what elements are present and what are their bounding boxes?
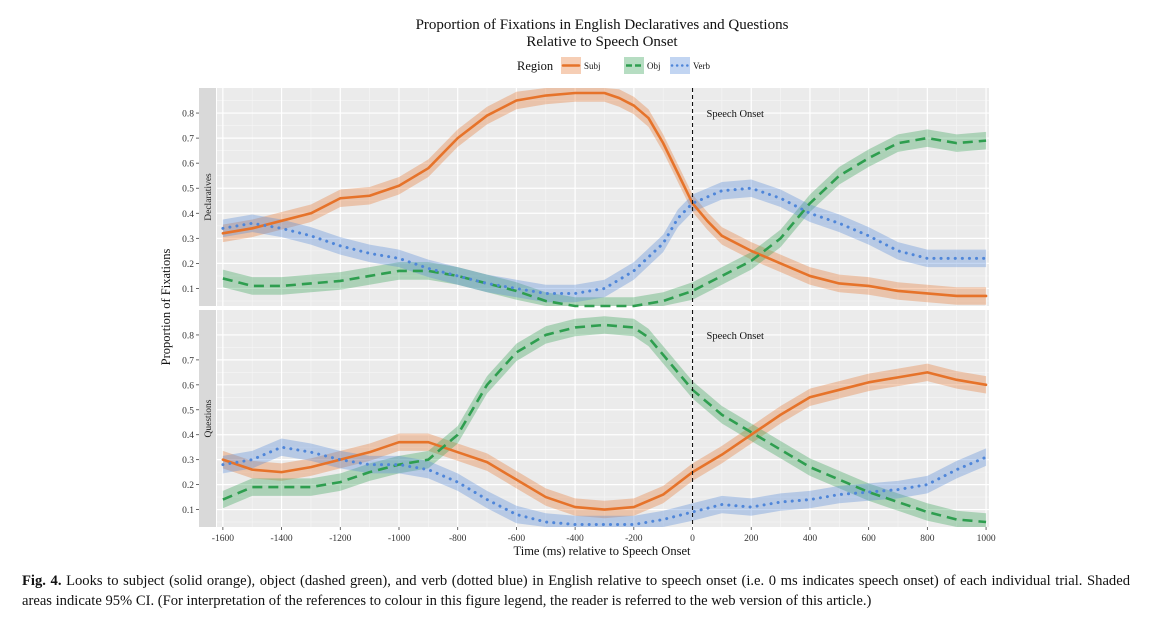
series-line-subj (221, 371, 988, 511)
caption-fig-label: Fig. 4. (22, 573, 62, 589)
y-tick-label: 0.2 (182, 481, 194, 491)
y-tick-label: 0.1 (182, 285, 194, 295)
y-tick-label: 0.8 (182, 110, 194, 120)
caption-text: Looks to subject (solid orange), object … (22, 573, 1130, 609)
panels: Declaratives 0.1 0.2 0.3 0.4 0.5 0.6 0.7 0.8 Spee… (182, 88, 996, 544)
ci-ribbon-obj (222, 129, 987, 306)
series-line-verb (221, 186, 988, 295)
y-tick-label: 0.6 (182, 160, 194, 170)
x-tick-label: -600 (508, 534, 526, 544)
x-tick-label: -200 (625, 534, 643, 544)
y-tick-label: 0.7 (182, 135, 194, 145)
chart-title-line-1: Proportion of Fixations in English Decla… (416, 17, 789, 33)
x-tick-label: -1200 (329, 534, 351, 544)
legend-key-subj (561, 57, 581, 74)
legend-label-verb: Verb (693, 61, 710, 71)
y-tick-label: 0.4 (182, 210, 194, 220)
y-tick-label: 0.5 (182, 185, 194, 195)
ci-ribbon-subj (222, 88, 987, 305)
legend-title: Region (517, 59, 554, 73)
y-tick-label: 0.3 (182, 235, 194, 245)
y-tick-label: 0.4 (182, 431, 194, 441)
figure-chart: Proportion of Fixations in English Decla… (159, 17, 996, 558)
y-tick-label: 0.3 (182, 456, 194, 466)
figure-caption: Fig. 4. Looks to subject (solid orange),… (22, 571, 1130, 611)
x-tick-label: -1600 (212, 534, 234, 544)
facet-strip (199, 310, 216, 527)
x-tick-label: 1000 (977, 534, 996, 544)
x-tick-label: 800 (920, 534, 935, 544)
speech-onset-label: Speech Onset (707, 109, 765, 120)
chart-title-line-2: Relative to Speech Onset (526, 34, 678, 50)
legend-label-obj: Obj (647, 61, 661, 71)
x-tick-label: 200 (744, 534, 759, 544)
legend-key-obj (624, 57, 644, 74)
legend-key-verb (670, 57, 690, 74)
y-axis-label: Proportion of Fixations (159, 249, 173, 366)
ci-ribbon-subj (222, 363, 987, 519)
y-tick-label: 0.6 (182, 381, 194, 391)
x-tick-label: 400 (803, 534, 818, 544)
panel-declaratives: Declaratives 0.1 0.2 0.3 0.4 0.5 0.6 0.7 0.8 Spee… (182, 88, 989, 308)
legend-label-subj: Subj (584, 61, 601, 71)
x-tick-label: -800 (449, 534, 467, 544)
y-tick-label: 0.1 (182, 506, 194, 516)
series-line-verb (221, 445, 988, 527)
legend: Region Subj Obj Verb (517, 57, 710, 74)
y-tick-label: 0.8 (182, 331, 194, 341)
y-tick-label: 0.5 (182, 406, 194, 416)
series-line-obj (222, 136, 987, 308)
panel-questions: Questions 0.1 0.2 0.3 0.4 0.5 0.6 0.7 0.8 Speech … (182, 310, 989, 527)
x-tick-label: -1000 (388, 534, 410, 544)
x-tick-label: -400 (566, 534, 584, 544)
panel-background (217, 310, 989, 527)
facet-strip (199, 88, 216, 306)
series-line-subj (221, 91, 988, 298)
y-tick-label: 0.7 (182, 356, 194, 366)
x-axis-label: Time (ms) relative to Speech Onset (514, 544, 691, 558)
x-tick-label: -1400 (270, 534, 292, 544)
series-line-obj (222, 323, 987, 524)
ci-ribbon-verb (222, 438, 987, 527)
y-tick-label: 0.2 (182, 260, 194, 270)
facet-strip-label: Declaratives (204, 173, 214, 221)
x-tick-label: 600 (862, 534, 877, 544)
facet-strip-label: Questions (204, 399, 214, 437)
speech-onset-label: Speech Onset (707, 331, 765, 342)
x-tick-label: 0 (690, 534, 695, 544)
